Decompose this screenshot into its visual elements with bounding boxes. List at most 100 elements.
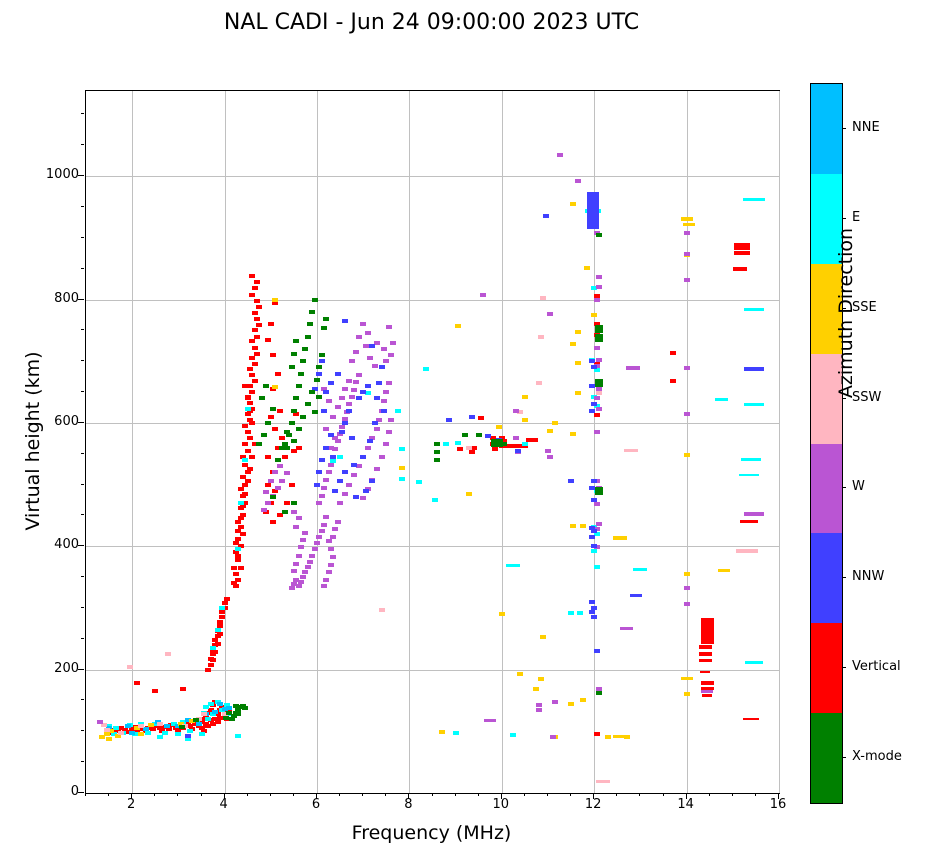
y-tick-label: 200 [54, 660, 79, 676]
data-point-sse [579, 698, 586, 703]
data-point-sse [717, 568, 730, 572]
x-minor-tick [570, 793, 572, 796]
data-point-nnw [355, 396, 362, 401]
data-point-vertical [247, 401, 253, 406]
data-point-vertical [249, 390, 256, 395]
data-point-xmode [595, 232, 602, 237]
data-point-e [744, 661, 763, 665]
grid-line-vertical [224, 91, 226, 793]
data-point-vertical [501, 439, 508, 444]
data-point-nnw [380, 408, 387, 413]
data-point-w [683, 602, 690, 607]
data-point-vertical [219, 704, 226, 709]
data-point-w [701, 689, 714, 693]
data-point-vertical [593, 322, 600, 327]
data-point-vertical [251, 328, 258, 333]
data-point-sse [612, 734, 627, 738]
data-point-w [325, 570, 332, 575]
data-point-vertical [700, 686, 714, 690]
data-point-w [327, 547, 334, 552]
data-point-w [593, 430, 600, 435]
data-point-w [260, 508, 267, 513]
data-point-w [346, 378, 353, 383]
data-point-sse [683, 452, 690, 457]
data-point-e [205, 716, 212, 721]
data-point-sse [521, 417, 528, 422]
data-point-sse [540, 634, 547, 639]
data-point-w [314, 541, 320, 546]
data-point-w [330, 534, 337, 539]
x-minor-tick [154, 793, 156, 796]
data-point-w [267, 479, 274, 484]
y-minor-tick [81, 637, 84, 639]
x-major-tick [223, 793, 225, 799]
data-point-sse [147, 723, 154, 728]
data-point-vertical [235, 553, 242, 558]
data-point-ssw [117, 730, 124, 735]
data-point-xmode [256, 442, 263, 447]
y-minor-tick [81, 205, 84, 207]
data-point-vertical [235, 557, 242, 562]
data-point-vertical [272, 300, 279, 305]
data-point-xmode [297, 371, 304, 376]
data-point-nnw [376, 380, 383, 385]
data-point-w [334, 439, 341, 444]
y-minor-tick [81, 360, 84, 362]
data-point-vertical [274, 371, 281, 376]
data-point-w [339, 424, 346, 429]
data-point-e [203, 704, 210, 709]
data-point-nnw [314, 482, 320, 487]
data-point-sse [570, 431, 577, 436]
data-point-w [367, 356, 374, 361]
data-point-ssw [103, 728, 110, 733]
data-point-e [110, 732, 117, 737]
data-point-w [96, 720, 103, 725]
data-point-e [210, 712, 217, 717]
data-point-e [223, 703, 230, 708]
data-point-vertical [240, 475, 247, 480]
data-point-w [318, 493, 325, 498]
data-point-nne [216, 701, 223, 706]
data-point-ssw [540, 296, 547, 301]
data-point-e [593, 531, 600, 536]
data-point-w [341, 491, 348, 496]
data-point-e [742, 198, 765, 202]
data-point-sse [575, 329, 582, 334]
data-point-xmode [235, 712, 242, 717]
data-point-vertical [235, 519, 242, 524]
x-minor-tick [477, 793, 479, 796]
data-point-sse [570, 201, 577, 206]
data-point-xmode [491, 439, 504, 448]
data-point-w [385, 430, 392, 435]
data-point-xmode [300, 359, 307, 364]
data-point-w [274, 485, 281, 490]
data-point-w [547, 312, 554, 317]
data-point-vertical [242, 442, 249, 447]
x-minor-tick [85, 793, 86, 796]
data-point-sse [466, 491, 473, 496]
data-point-e [568, 610, 575, 615]
data-point-e [184, 736, 191, 741]
data-point-sse [108, 729, 115, 734]
data-point-w [364, 331, 371, 336]
data-point-vertical [230, 581, 237, 586]
data-point-e [237, 501, 244, 506]
data-point-e [235, 547, 242, 552]
data-point-sse [438, 729, 445, 734]
data-point-sse [612, 536, 627, 541]
data-point-xmode [192, 718, 199, 723]
data-point-w [355, 334, 362, 339]
data-point-w [297, 580, 304, 585]
data-point-xmode [434, 449, 441, 454]
data-point-vertical [256, 304, 263, 309]
data-point-nnw [514, 448, 521, 453]
data-point-vertical [124, 729, 131, 734]
data-point-w [263, 489, 270, 494]
data-point-e [431, 497, 438, 502]
data-point-xmode [265, 420, 272, 425]
data-point-ssw [221, 712, 228, 717]
data-point-w [378, 454, 385, 459]
data-point-vertical [288, 482, 295, 487]
data-point-sse [498, 612, 505, 617]
data-point-sse [538, 676, 545, 681]
